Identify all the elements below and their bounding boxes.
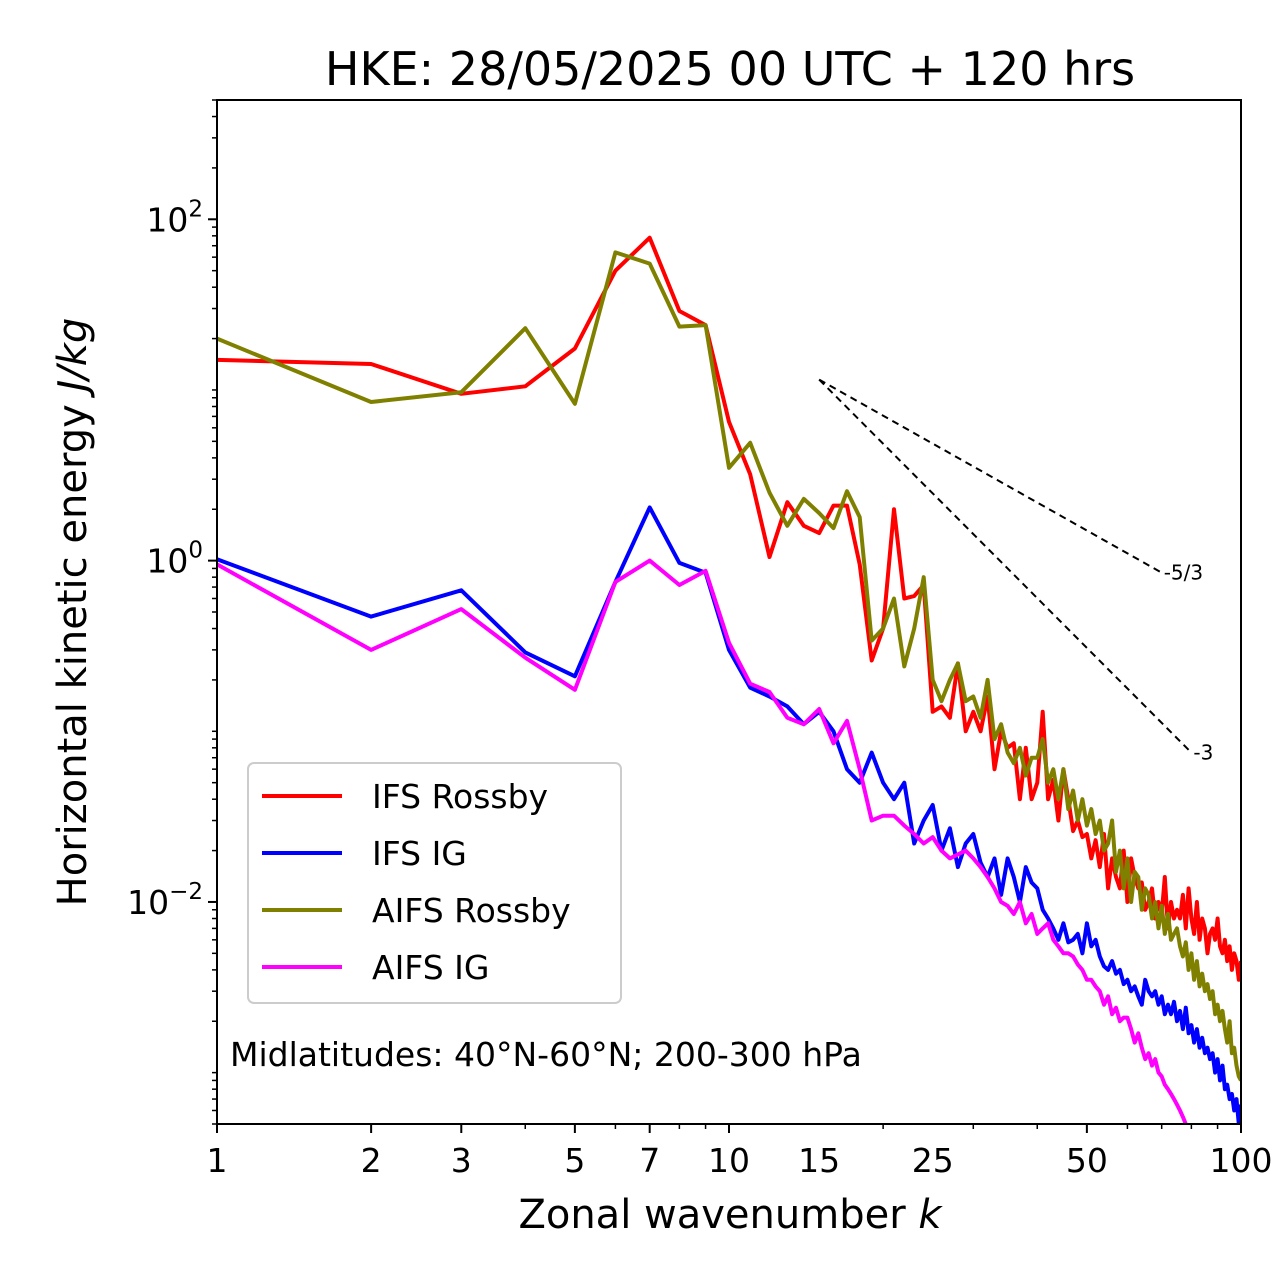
y-tick-label: 102 xyxy=(146,196,203,239)
y-axis-label: Horizontal kinetic energy J/kg xyxy=(50,318,96,907)
x-tick-label: 25 xyxy=(912,1141,954,1180)
x-axis-label: Zonal wavenumber k xyxy=(518,1192,943,1238)
x-tick-label: 15 xyxy=(798,1141,840,1180)
x-tick-label: 3 xyxy=(451,1141,472,1180)
legend-label-1: IFS IG xyxy=(372,834,467,873)
reference-slope-line-1 xyxy=(818,378,1193,754)
reference-slope-layer: -5/3 -3 xyxy=(818,378,1213,765)
y-axis-label-text: Horizontal kinetic energy xyxy=(50,392,96,907)
region-annotation: Midlatitudes: 40°N-60°N; 200-300 hPa xyxy=(230,1035,862,1074)
x-tick-label: 5 xyxy=(564,1141,585,1180)
series-line-3 xyxy=(217,558,1189,1124)
series-layer xyxy=(217,235,1241,1124)
x-tick-label: 7 xyxy=(639,1141,660,1180)
series-line-1 xyxy=(217,505,1241,1124)
reference-slope-label-1: -3 xyxy=(1193,741,1213,765)
x-tick-label: 50 xyxy=(1066,1141,1108,1180)
x-tick-label: 2 xyxy=(361,1141,382,1180)
legend-box xyxy=(247,762,622,1004)
x-axis-label-text: Zonal wavenumber xyxy=(518,1192,918,1238)
x-axis-label-var: k xyxy=(918,1192,943,1238)
chart-title: HKE: 28/05/2025 00 UTC + 120 hrs xyxy=(325,42,1135,96)
series-line-0 xyxy=(217,235,1241,982)
y-axis-ticks: 102 100 10−2 xyxy=(127,99,217,1125)
x-tick-label: 100 xyxy=(1210,1141,1273,1180)
reference-slope-line-0 xyxy=(818,378,1163,574)
y-tick-label: 100 xyxy=(146,538,203,581)
series-line-2 xyxy=(217,250,1241,1082)
x-tick-label: 1 xyxy=(207,1141,228,1180)
legend-label-3: AIFS IG xyxy=(372,948,489,987)
y-tick-label: 10−2 xyxy=(127,879,203,922)
legend: IFS Rossby IFS IG AIFS Rossby AIFS IG xyxy=(247,762,622,1004)
y-axis-label-unit: J/kg xyxy=(50,318,96,399)
legend-label-2: AIFS Rossby xyxy=(372,891,571,930)
reference-slope-label-0: -5/3 xyxy=(1164,561,1203,585)
x-tick-label: 10 xyxy=(708,1141,750,1180)
legend-label-0: IFS Rossby xyxy=(372,777,548,816)
x-axis-ticks: 1 2 3 5 7 10 15 25 50 100 xyxy=(207,1124,1273,1180)
